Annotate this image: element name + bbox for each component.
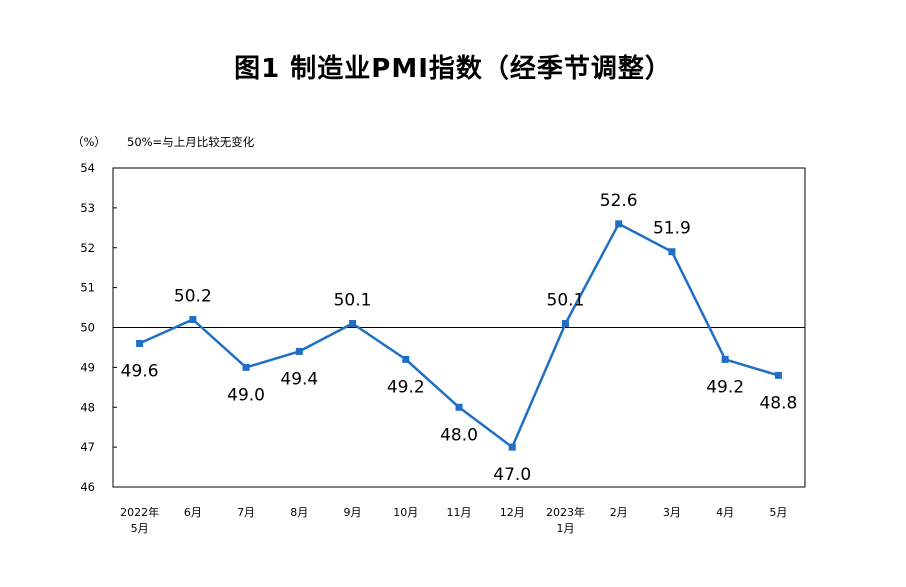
x-tick-label: 12月 — [500, 506, 525, 519]
x-tick-label: 8月 — [290, 506, 308, 519]
y-tick-label: 46 — [80, 480, 95, 494]
x-axis: 2022年 5月 6月 7月 8月 9月 10月 11月 12月 2023年 1月 2月 3月 4月 5月 — [120, 505, 787, 535]
y-tick-label: 48 — [80, 400, 95, 414]
data-label: 49.4 — [280, 369, 318, 389]
data-point — [668, 248, 676, 256]
data-label: 49.2 — [387, 377, 425, 397]
x-tick-label: 10月 — [393, 506, 418, 519]
data-point — [615, 220, 623, 228]
data-label: 50.2 — [174, 287, 212, 307]
data-point — [136, 339, 144, 347]
chart-title: 图1 制造业PMI指数（经季节调整） — [234, 54, 672, 84]
data-point — [295, 347, 303, 355]
data-point — [242, 363, 250, 371]
x-tick-label: 3月 — [663, 506, 681, 519]
data-label: 52.6 — [600, 191, 638, 211]
data-label: 48.0 — [440, 425, 478, 445]
data-point — [189, 316, 197, 324]
y-axis: 46 47 48 49 50 51 52 53 54 — [80, 161, 117, 494]
data-label: 51.9 — [653, 219, 691, 239]
data-label: 49.2 — [706, 377, 744, 397]
y-tick-label: 53 — [80, 201, 95, 215]
x-tick-label: 7月 — [237, 506, 255, 519]
data-labels: 49.6 50.2 49.0 49.4 50.1 49.2 48.0 47.0 50.1 52.6… — [121, 191, 798, 485]
data-point — [402, 355, 410, 363]
x-tick-label: 4月 — [716, 506, 734, 519]
y-tick-label: 47 — [80, 440, 95, 454]
y-tick-label: 50 — [80, 321, 95, 335]
x-tick-label: 6月 — [184, 506, 202, 519]
x-tick-label: 5月 — [131, 522, 149, 535]
y-tick-label: 54 — [80, 161, 95, 175]
x-tick-label: 5月 — [769, 506, 787, 519]
data-label: 47.0 — [493, 465, 531, 485]
data-point — [508, 443, 516, 451]
data-point — [561, 320, 569, 328]
y-tick-label: 51 — [80, 281, 95, 295]
y-tick-label: 49 — [80, 360, 95, 374]
y-unit-label: （%） — [72, 135, 106, 149]
series-line — [139, 222, 779, 449]
x-tick-label: 11月 — [447, 506, 472, 519]
series-pmi — [136, 220, 782, 451]
data-point — [774, 371, 782, 379]
x-tick-label: 2023年 — [546, 505, 585, 519]
data-label: 49.0 — [227, 385, 265, 405]
data-label: 50.1 — [334, 291, 372, 311]
chart-note: 50%=与上月比较无变化 — [127, 135, 255, 149]
data-label: 50.1 — [547, 291, 585, 311]
data-label: 48.8 — [759, 393, 797, 413]
y-tick-label: 52 — [80, 241, 95, 255]
data-label: 49.6 — [121, 361, 159, 381]
data-point — [721, 355, 729, 363]
x-tick-label: 2月 — [610, 506, 628, 519]
x-tick-label: 2022年 — [120, 505, 159, 519]
data-point — [349, 320, 357, 328]
x-tick-label: 1月 — [556, 522, 574, 535]
x-tick-label: 9月 — [344, 506, 362, 519]
data-point — [455, 403, 463, 411]
